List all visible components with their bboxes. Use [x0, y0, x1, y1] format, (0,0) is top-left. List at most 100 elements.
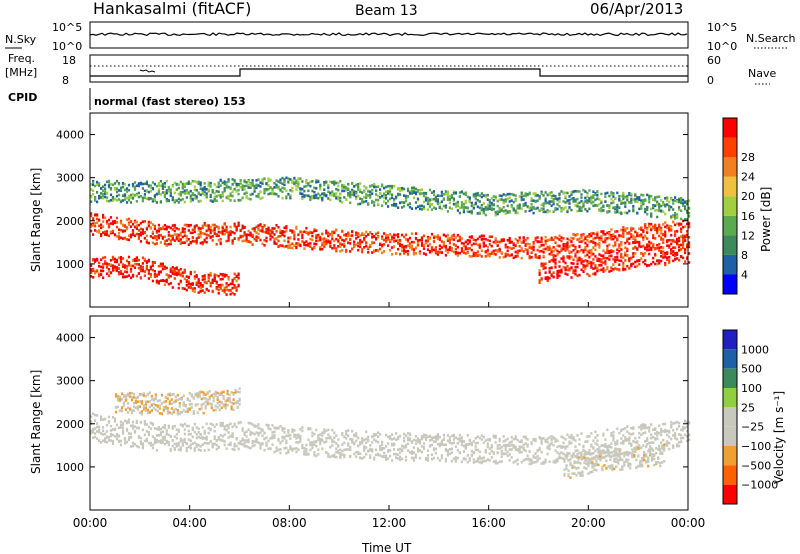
scatter-cell	[506, 437, 509, 441]
scatter-cell	[460, 460, 463, 464]
scatter-cell	[570, 240, 573, 244]
scatter-cell	[648, 222, 651, 226]
scatter-cell	[115, 199, 119, 202]
nsearch-tick-top: 10^5	[707, 21, 737, 34]
scatter-cell	[209, 281, 212, 285]
scatter-cell	[484, 459, 487, 463]
scatter-cell	[219, 422, 222, 425]
scatter-cell	[387, 234, 390, 237]
scatter-cell	[96, 425, 99, 429]
scatter-cell	[514, 199, 517, 202]
scatter-cell	[90, 200, 93, 203]
scatter-cell	[141, 187, 144, 190]
scatter-cell	[155, 242, 158, 245]
scatter-cell	[275, 224, 278, 227]
scatter-cell	[355, 455, 358, 458]
scatter-cell	[163, 235, 166, 238]
scatter-cell	[343, 189, 346, 193]
scatter-cell	[642, 198, 645, 202]
scatter-cell	[556, 237, 559, 240]
scatter-cell	[662, 246, 665, 249]
scatter-cell	[401, 243, 404, 247]
scatter-cell	[315, 187, 318, 190]
scatter-cell	[660, 259, 663, 263]
scatter-cell	[281, 233, 284, 236]
scatter-cell	[682, 234, 685, 238]
scatter-cell	[347, 231, 350, 235]
scatter-cell	[121, 426, 125, 430]
scatter-cell	[125, 201, 129, 204]
scatter-cell	[257, 441, 260, 444]
scatter-cell	[658, 227, 661, 231]
scatter-cell	[375, 236, 378, 240]
scatter-cell	[217, 230, 220, 234]
scatter-cell	[98, 265, 101, 268]
scatter-cell	[227, 426, 230, 430]
scatter-cell	[92, 224, 95, 227]
scatter-cell	[476, 193, 479, 197]
scatter-cell	[444, 457, 447, 461]
scatter-cell	[145, 180, 148, 184]
scatter-cell	[660, 246, 663, 249]
scatter-cell	[92, 233, 95, 236]
scatter-cell	[107, 421, 111, 424]
scatter-cell	[686, 218, 689, 221]
scatter-cell	[574, 273, 577, 276]
scatter-cell	[123, 236, 127, 240]
scatter-cell	[468, 438, 471, 442]
scatter-cell	[454, 205, 457, 209]
scatter-cell	[317, 452, 320, 456]
scatter-cell	[207, 276, 210, 280]
scatter-cell	[181, 271, 184, 274]
scatter-cell	[221, 273, 224, 276]
scatter-cell	[125, 265, 129, 268]
scatter-cell	[480, 438, 483, 441]
scatter-cell	[123, 183, 127, 186]
scatter-cell	[472, 193, 475, 196]
scatter-cell	[474, 445, 477, 448]
scatter-cell	[209, 422, 212, 426]
scatter-cell	[193, 227, 196, 231]
scatter-cell	[102, 256, 105, 260]
scatter-cell	[650, 262, 653, 266]
scatter-cell	[293, 181, 296, 184]
scatter-cell	[191, 228, 194, 231]
scatter-cell	[381, 243, 384, 247]
scatter-cell	[331, 190, 334, 193]
scatter-cell	[404, 244, 408, 248]
scatter-cell	[580, 248, 583, 252]
scatter-cell	[678, 239, 681, 243]
scatter-cell	[321, 431, 324, 434]
scatter-cell	[379, 195, 382, 199]
scatter-cell	[672, 246, 675, 249]
scatter-cell	[167, 275, 170, 278]
scatter-cell	[496, 212, 499, 216]
scatter-cell	[207, 273, 210, 277]
scatter-cell	[269, 192, 272, 195]
scatter-cell	[626, 247, 629, 251]
scatter-cell	[604, 260, 607, 263]
scatter-cell	[151, 423, 154, 427]
scatter-cell	[313, 451, 316, 454]
scatter-cell	[604, 251, 607, 255]
scatter-cell	[299, 177, 302, 180]
scatter-cell	[516, 204, 519, 208]
scatter-cell	[355, 450, 358, 454]
scatter-cell	[646, 264, 649, 268]
scatter-cell	[337, 239, 340, 243]
scatter-cell	[201, 435, 204, 439]
scatter-cell	[526, 252, 529, 256]
scatter-cell	[474, 460, 477, 463]
scatter-cell	[153, 182, 156, 186]
scatter-cell	[518, 238, 521, 242]
scatter-cell	[666, 244, 669, 247]
scatter-cell	[177, 183, 180, 186]
scatter-cell	[173, 226, 176, 229]
scatter-cell	[175, 227, 178, 230]
scatter-cell	[179, 180, 182, 184]
scatter-cell	[159, 279, 162, 282]
scatter-cell	[600, 192, 603, 196]
scatter-cell	[102, 231, 105, 234]
scatter-cell	[620, 248, 623, 251]
scatter-cell	[666, 224, 669, 227]
